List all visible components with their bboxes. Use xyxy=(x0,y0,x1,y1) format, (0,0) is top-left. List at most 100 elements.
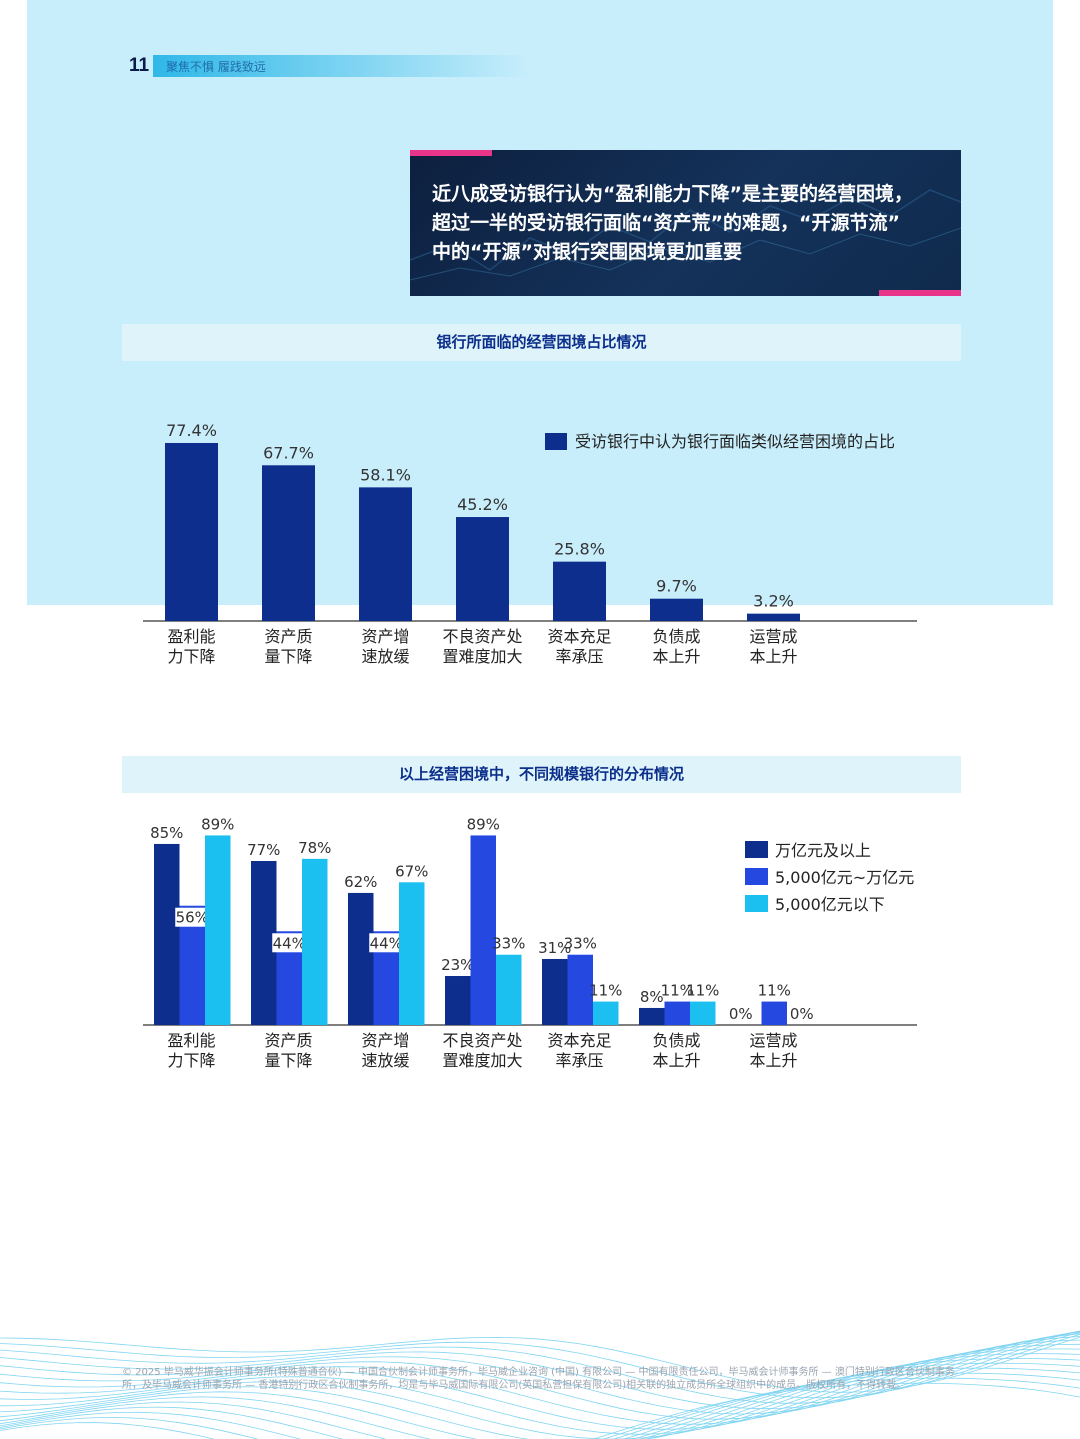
wave-line xyxy=(0,1331,1080,1420)
x-tick-label: 置难度加大 xyxy=(442,1051,522,1070)
bar xyxy=(567,954,593,1025)
wave-line xyxy=(0,1339,1080,1435)
bar xyxy=(593,1001,619,1025)
x-tick-label: 率承压 xyxy=(555,647,603,666)
data-label: 89% xyxy=(201,815,234,833)
x-tick-label: 盈利能 xyxy=(167,627,215,646)
headline-line: 中的“开源”对银行突围困境更加重要 xyxy=(432,241,742,263)
x-tick-label: 资产增 xyxy=(361,1031,409,1050)
wave-line xyxy=(0,1377,1080,1439)
headline-line: 超过一半的受访银行面临“资产荒”的难题，“开源节流” xyxy=(432,212,900,234)
x-tick-label: 本上升 xyxy=(749,1051,797,1070)
data-label: 31% xyxy=(538,939,571,957)
bar xyxy=(359,487,412,621)
legend-swatch xyxy=(745,868,768,885)
chart-background-decoration xyxy=(410,189,961,281)
bar xyxy=(690,1001,716,1025)
data-label: 44% xyxy=(273,934,306,952)
bar xyxy=(639,1007,665,1025)
legend-label: 5,000亿元以下 xyxy=(775,895,885,914)
bar xyxy=(496,954,522,1025)
data-label: 23% xyxy=(441,956,474,974)
data-label-box xyxy=(369,933,404,953)
x-tick-label: 不良资产处 xyxy=(442,627,522,646)
data-label: 85% xyxy=(150,824,183,842)
wave-line xyxy=(0,1353,1080,1439)
legend-label: 万亿元及以上 xyxy=(775,841,871,860)
bar xyxy=(456,517,509,621)
wave-line xyxy=(0,1330,1080,1410)
x-tick-label: 量下降 xyxy=(264,1051,312,1070)
wave-line xyxy=(0,1367,1080,1439)
data-label: 11% xyxy=(661,982,694,1000)
x-tick-label: 资产质 xyxy=(264,1031,312,1050)
header-band xyxy=(153,55,533,77)
x-tick-label: 盈利能 xyxy=(167,1031,215,1050)
data-label: 77% xyxy=(247,841,280,859)
bar xyxy=(664,1001,690,1025)
data-label: 11% xyxy=(589,982,622,1000)
x-tick-label: 速放缓 xyxy=(361,647,409,666)
data-label-box xyxy=(272,933,307,953)
x-tick-label: 速放缓 xyxy=(361,1051,409,1070)
bar xyxy=(399,882,425,1025)
wave-line xyxy=(0,1343,1080,1439)
data-label: 0% xyxy=(790,1005,814,1023)
x-tick-label: 本上升 xyxy=(652,647,700,666)
copyright-footer: © 2025 毕马威华振会计师事务所(特殊普通合伙) — 中国合伙制会计师事务所… xyxy=(122,1367,955,1391)
data-label: 44% xyxy=(370,934,403,952)
x-tick-label: 资产质 xyxy=(264,627,312,646)
legend-swatch xyxy=(745,841,768,858)
wave-line xyxy=(0,1382,1080,1439)
x-tick-label: 负债成 xyxy=(652,1031,700,1050)
data-label: 77.4% xyxy=(166,421,217,440)
x-tick-label: 不良资产处 xyxy=(442,1031,522,1050)
bar xyxy=(348,892,374,1025)
legend-swatch xyxy=(745,895,768,912)
x-tick-label: 力下降 xyxy=(167,647,215,666)
wave-line xyxy=(0,1372,1080,1439)
data-label: 67.7% xyxy=(263,443,314,462)
wave-line xyxy=(0,1331,1080,1404)
x-tick-label: 率承压 xyxy=(555,1051,603,1070)
chart1-title: 银行所面临的经营困境占比情况 xyxy=(122,324,961,361)
bar xyxy=(262,465,315,621)
wave-line xyxy=(0,1336,1080,1430)
bar xyxy=(553,561,606,621)
data-label: 58.1% xyxy=(360,465,411,484)
bar xyxy=(165,442,218,621)
x-tick-label: 资产增 xyxy=(361,627,409,646)
page-number: 11 xyxy=(129,55,150,76)
x-tick-label: 本上升 xyxy=(749,647,797,666)
x-tick-label: 本上升 xyxy=(652,1051,700,1070)
x-tick-label: 负债成 xyxy=(652,627,700,646)
data-label: 45.2% xyxy=(457,495,508,514)
bar xyxy=(205,835,231,1025)
data-label-box xyxy=(175,907,210,927)
legend-swatch xyxy=(545,433,567,450)
data-label: 8% xyxy=(640,988,664,1006)
header-text: 聚焦不惧 履践致远 xyxy=(166,60,266,74)
data-label: 3.2% xyxy=(753,592,794,611)
data-label: 56% xyxy=(176,909,209,927)
data-label: 0% xyxy=(729,1005,753,1023)
data-label: 89% xyxy=(467,815,500,833)
chart2-title: 以上经营困境中，不同规模银行的分布情况 xyxy=(122,756,961,793)
legend-label: 受访银行中认为银行面临类似经营困境的占比 xyxy=(575,432,895,451)
x-tick-label: 运营成 xyxy=(749,1031,797,1050)
bar xyxy=(650,598,703,621)
bar xyxy=(542,958,568,1025)
data-label: 67% xyxy=(395,862,428,880)
x-tick-label: 运营成 xyxy=(749,627,797,646)
data-label: 25.8% xyxy=(554,540,605,559)
accent-bar-bottom xyxy=(879,290,961,296)
wave-mesh-decoration xyxy=(0,1330,1080,1439)
bar xyxy=(761,1001,787,1025)
wave-line xyxy=(0,1362,1080,1439)
data-label: 78% xyxy=(298,839,331,857)
data-label: 33% xyxy=(492,935,525,953)
accent-bar-top xyxy=(410,150,492,156)
data-label: 33% xyxy=(564,935,597,953)
